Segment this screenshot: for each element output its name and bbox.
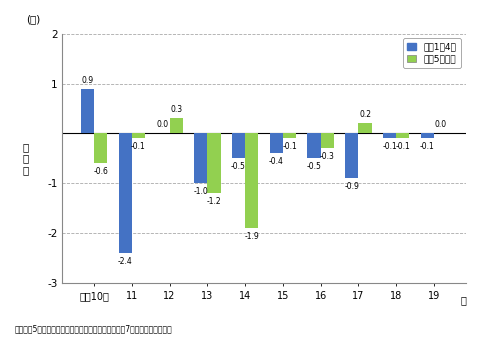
- Bar: [245, 133, 258, 228]
- Text: -0.9: -0.9: [345, 182, 360, 191]
- Bar: [308, 133, 321, 158]
- Bar: [396, 133, 409, 139]
- Legend: 規樯1～4人, 規樯5人以上: 規樯1～4人, 規樯5人以上: [403, 38, 461, 68]
- Bar: [421, 133, 434, 139]
- Bar: [169, 119, 183, 133]
- Bar: [94, 133, 107, 163]
- Bar: [270, 133, 283, 153]
- Text: 年: 年: [460, 296, 467, 306]
- Bar: [119, 133, 132, 253]
- Text: -0.1: -0.1: [131, 143, 146, 151]
- Bar: [359, 123, 372, 133]
- Text: -0.5: -0.5: [307, 162, 322, 172]
- Text: -1.0: -1.0: [193, 187, 208, 196]
- Bar: [81, 89, 94, 133]
- Text: -1.2: -1.2: [206, 197, 221, 206]
- Text: -1.9: -1.9: [244, 232, 259, 241]
- Text: 0.9: 0.9: [81, 75, 94, 85]
- Text: 前
年
比: 前 年 比: [23, 142, 29, 175]
- Bar: [283, 133, 296, 139]
- Bar: [207, 133, 220, 193]
- Bar: [321, 133, 334, 148]
- Text: 0.2: 0.2: [359, 111, 371, 120]
- Bar: [383, 133, 396, 139]
- Text: -0.1: -0.1: [420, 143, 435, 151]
- Text: -0.1: -0.1: [382, 143, 397, 151]
- Text: (％): (％): [26, 14, 40, 24]
- Text: 0.3: 0.3: [170, 105, 182, 115]
- Text: -0.6: -0.6: [93, 167, 108, 176]
- Bar: [194, 133, 207, 183]
- Text: -0.3: -0.3: [320, 152, 335, 161]
- Bar: [132, 133, 145, 139]
- Text: -0.1: -0.1: [396, 143, 410, 151]
- Bar: [232, 133, 245, 158]
- Text: 注：規樯5人以上は、毎月勤労統計調査全国調査各年7月分の結果である。: 注：規樯5人以上は、毎月勤労統計調査全国調査各年7月分の結果である。: [14, 325, 172, 334]
- Text: -0.5: -0.5: [231, 162, 246, 172]
- Text: -2.4: -2.4: [118, 257, 132, 266]
- Text: 0.0: 0.0: [157, 120, 169, 129]
- Bar: [345, 133, 359, 178]
- Text: 0.0: 0.0: [434, 120, 447, 129]
- Text: -0.4: -0.4: [269, 157, 284, 166]
- Text: -0.1: -0.1: [282, 143, 297, 151]
